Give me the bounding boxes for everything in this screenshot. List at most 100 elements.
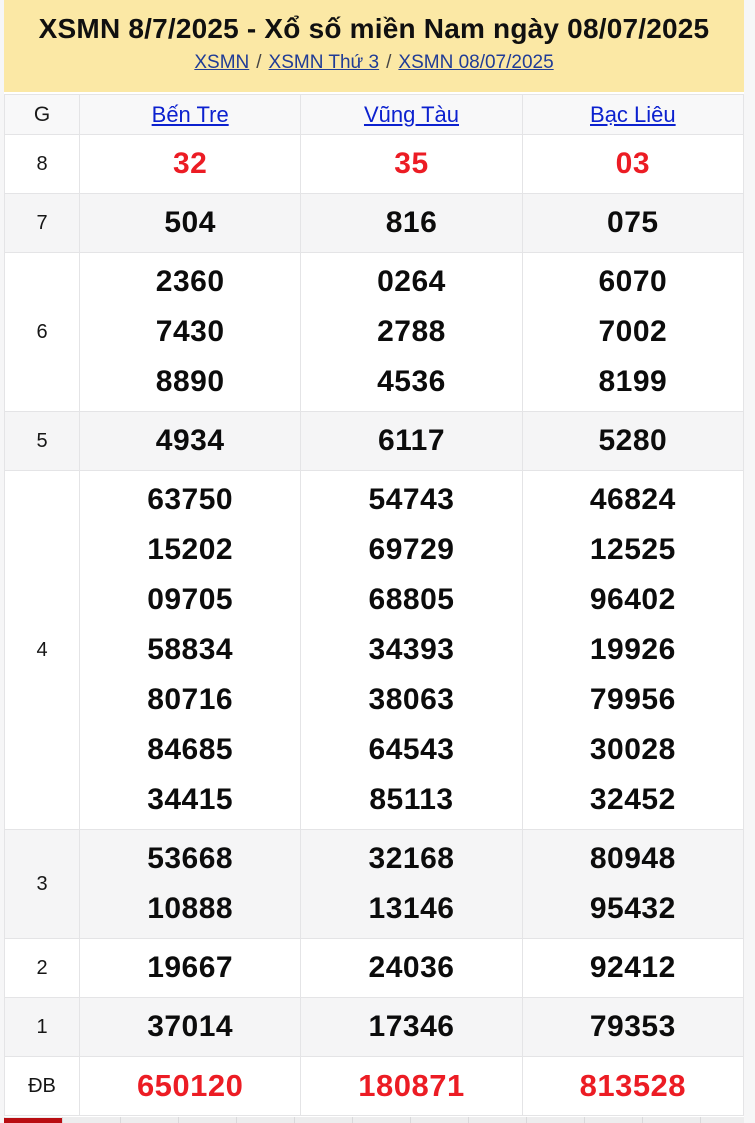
result-cell: 35 [300, 134, 523, 194]
result-cell: 2360 7430 8890 [78, 252, 302, 412]
province-link-3[interactable]: Bạc Liêu [590, 101, 676, 127]
result-cell: 6070 7002 8199 [521, 252, 745, 412]
province-header: Vũng Tàu [300, 94, 523, 135]
result-number: 34393 [368, 633, 455, 666]
result-number: 650120 [136, 1068, 244, 1103]
result-number: 96402 [589, 583, 676, 616]
result-number: 30028 [589, 733, 676, 766]
result-number: 816 [385, 206, 438, 239]
result-cell: 180871 [300, 1056, 523, 1116]
result-cell: 19667 [78, 938, 302, 998]
prize-row-6: 6 2360 7430 8890 0264 2788 4536 6070 7002 8199 [4, 252, 745, 412]
result-number: 19667 [147, 951, 234, 984]
result-number: 79353 [589, 1010, 676, 1043]
table-header-row: G Bến Tre Vũng Tàu Bạc Liêu [4, 94, 745, 135]
result-cell: 32 [78, 134, 302, 194]
result-number: 79956 [589, 683, 676, 716]
next-section-edge [4, 1117, 744, 1123]
result-number: 6070 [598, 265, 668, 298]
result-number: 8199 [598, 365, 668, 398]
result-number: 84685 [147, 733, 234, 766]
result-number: 63750 [147, 483, 234, 516]
result-number: 34415 [147, 783, 234, 816]
result-cell: 0264 2788 4536 [300, 252, 523, 412]
province-header: Bạc Liêu [521, 94, 745, 135]
breadcrumb-link-2[interactable]: XSMN Thứ 3 [268, 52, 380, 73]
result-number: 0264 [377, 265, 446, 298]
active-tab-indicator [4, 1118, 62, 1123]
result-cell: 24036 [300, 938, 523, 998]
page-title: XSMN 8/7/2025 - Xổ số miền Nam ngày 08/0… [38, 13, 710, 44]
prize-row-1: 1 37014 17346 79353 [4, 997, 745, 1057]
result-cell: 813528 [521, 1056, 745, 1116]
prize-row-3: 3 53668 10888 32168 13146 80948 95432 [4, 829, 745, 939]
result-cell: 816 [300, 193, 523, 253]
result-number: 32452 [589, 783, 676, 816]
breadcrumb-link-1[interactable]: XSMN [194, 52, 250, 73]
result-cell: 32168 13146 [300, 829, 523, 939]
result-number: 95432 [589, 892, 676, 925]
prize-row-7: 7 504 816 075 [4, 193, 745, 253]
result-number: 09705 [147, 583, 234, 616]
breadcrumb-separator: / [256, 52, 262, 73]
result-cell: 63750 15202 09705 58834 80716 84685 34415 [78, 470, 302, 830]
result-cell: 79353 [521, 997, 745, 1057]
result-number: 504 [164, 206, 216, 239]
prize-row-ĐB: ĐB 650120 180871 813528 [4, 1056, 745, 1116]
result-number: 8890 [155, 365, 225, 398]
prize-label: 4 [4, 470, 80, 830]
result-number: 80716 [147, 683, 234, 716]
result-cell: 53668 10888 [78, 829, 302, 939]
prize-row-5: 5 4934 6117 5280 [4, 411, 745, 471]
prize-row-2: 2 19667 24036 92412 [4, 938, 745, 998]
result-number: 58834 [147, 633, 234, 666]
prize-label: 6 [4, 252, 80, 412]
result-cell: 4934 [78, 411, 302, 471]
result-cell: 80948 95432 [521, 829, 745, 939]
result-cell: 92412 [521, 938, 745, 998]
prize-label: 1 [4, 997, 80, 1057]
result-number: 54743 [368, 483, 455, 516]
breadcrumb-separator: / [386, 52, 392, 73]
result-number: 17346 [368, 1010, 455, 1043]
result-number: 15202 [147, 533, 234, 566]
prize-column-header: G [4, 94, 80, 135]
result-number: 13146 [368, 892, 455, 925]
result-cell: 46824 12525 96402 19926 79956 30028 32452 [521, 470, 745, 830]
result-header: XSMN 8/7/2025 - Xổ số miền Nam ngày 08/0… [4, 0, 744, 92]
result-cell: 504 [78, 193, 302, 253]
result-number: 2360 [155, 265, 225, 298]
province-link-2[interactable]: Vũng Tàu [363, 101, 459, 127]
result-number: 075 [607, 206, 659, 239]
results-table: G Bến Tre Vũng Tàu Bạc Liêu 8 32 35 03 7 504 816… [4, 94, 745, 1116]
result-number: 85113 [369, 783, 454, 816]
lottery-results-page: XSMN 8/7/2025 - Xổ số miền Nam ngày 08/0… [4, 0, 745, 1123]
result-cell: 54743 69729 68805 34393 38063 64543 85113 [300, 470, 523, 830]
prize-row-4: 4 63750 15202 09705 58834 80716 84685 34415 5474… [4, 470, 745, 830]
result-number: 69729 [368, 533, 455, 566]
result-number: 4934 [155, 424, 225, 457]
result-cell: 650120 [78, 1056, 302, 1116]
prize-label: 7 [4, 193, 80, 253]
result-number: 68805 [368, 583, 455, 616]
result-number: 24036 [368, 951, 455, 984]
prize-label: 3 [4, 829, 80, 939]
result-number: 813528 [579, 1068, 687, 1103]
result-number: 7430 [155, 315, 225, 348]
result-cell: 075 [521, 193, 745, 253]
result-cell: 03 [521, 134, 745, 194]
result-cell: 17346 [300, 997, 523, 1057]
result-number: 10888 [147, 892, 234, 925]
breadcrumb-link-3[interactable]: XSMN 08/07/2025 [398, 52, 554, 73]
province-link-1[interactable]: Bến Tre [151, 101, 229, 127]
result-number: 19926 [589, 633, 676, 666]
result-number: 35 [394, 147, 429, 180]
result-number: 92412 [589, 951, 676, 984]
result-number: 6117 [377, 424, 446, 457]
result-number: 12525 [589, 533, 676, 566]
result-cell: 6117 [300, 411, 523, 471]
result-number: 4536 [377, 365, 446, 398]
result-number: 180871 [358, 1068, 465, 1103]
result-number: 80948 [589, 842, 676, 875]
result-number: 5280 [598, 424, 668, 457]
